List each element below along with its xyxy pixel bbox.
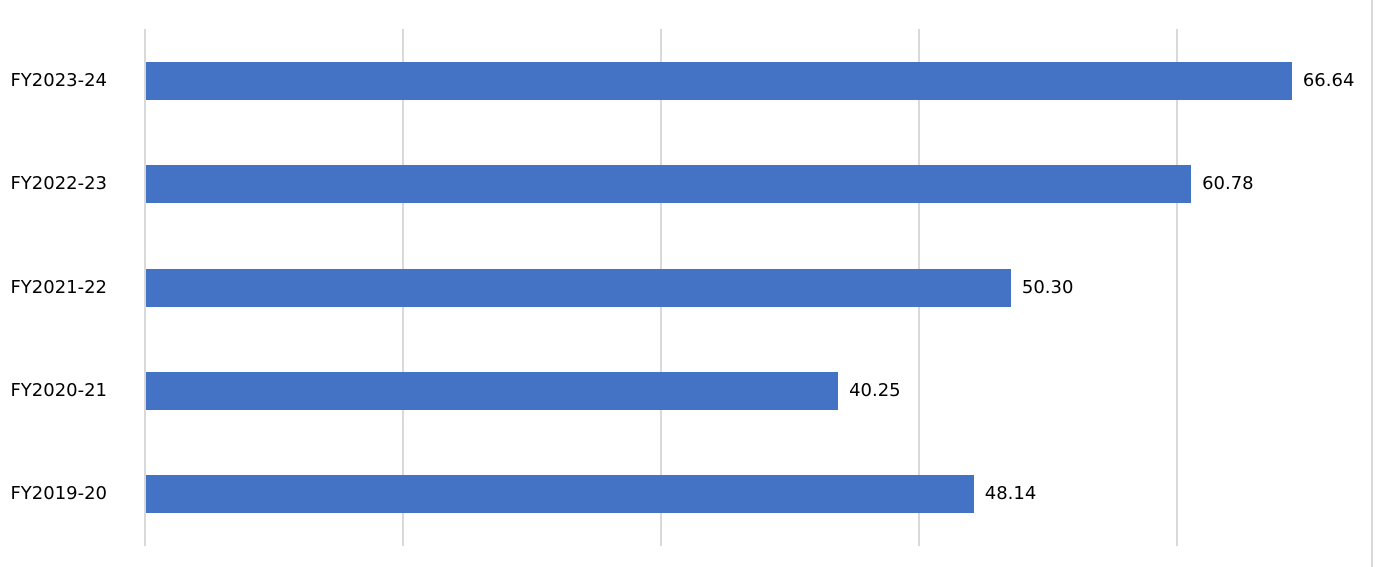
category-label: FY2023-24 — [10, 69, 107, 91]
category-label: FY2022-23 — [10, 173, 107, 195]
bar — [146, 61, 1292, 100]
gridline — [144, 29, 146, 546]
value-label: 50.30 — [1021, 276, 1074, 298]
chart-right-border — [1371, 0, 1373, 567]
category-label: FY2021-22 — [10, 276, 107, 298]
value-label: 48.14 — [984, 483, 1037, 505]
bar — [146, 165, 1192, 204]
value-label: 40.25 — [849, 379, 901, 401]
bar — [146, 268, 1011, 307]
value-label: 66.64 — [1302, 69, 1355, 91]
category-label: FY2019-20 — [10, 483, 107, 505]
bar — [146, 475, 974, 514]
gridline — [1175, 29, 1178, 546]
category-label: FY2020-21 — [10, 379, 107, 401]
value-label: 60.78 — [1202, 173, 1254, 195]
bar — [146, 371, 839, 410]
